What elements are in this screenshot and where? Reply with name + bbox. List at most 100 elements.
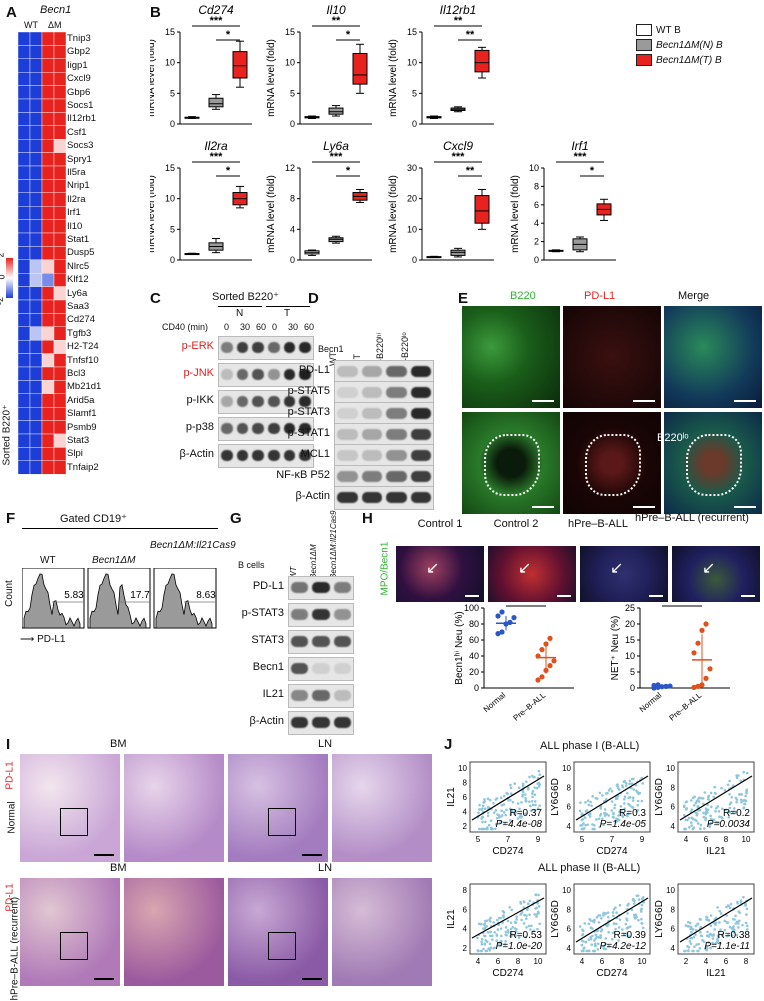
j-xtick: 6 [600, 957, 605, 966]
j-point [637, 918, 640, 922]
j-point [689, 925, 693, 929]
blot-band [291, 717, 309, 728]
heatmap-cell [53, 138, 66, 153]
j-point [632, 899, 636, 902]
g-lane-label: Becn1ΔM [309, 544, 318, 579]
j-point [744, 799, 748, 803]
j-point [500, 814, 503, 818]
blot-band [291, 663, 309, 674]
j-point [509, 798, 512, 802]
boxplot-chart: Il2ra mRNA level (fold) 0 5 10 15 **** [150, 139, 252, 265]
scale-bar [465, 595, 479, 597]
heatmap-cell [29, 232, 43, 247]
j-point [477, 811, 480, 815]
j-point [632, 777, 635, 781]
j-xtick: 6 [724, 957, 729, 966]
panel-i-label: I [6, 736, 11, 753]
i-inset-box [268, 932, 296, 960]
j-point [478, 922, 481, 926]
j-point [599, 930, 603, 933]
j-point [510, 932, 513, 935]
boxplot-title: Ly6a [323, 139, 349, 153]
j-point [688, 921, 692, 925]
scale-bar [734, 400, 756, 402]
j-point [587, 803, 591, 807]
blot-band [410, 429, 431, 440]
j-point [499, 916, 503, 920]
j-point [641, 897, 644, 901]
j-point [621, 814, 624, 818]
sig-star: *** [574, 151, 588, 163]
histogram: 5.83 [22, 568, 85, 629]
h-point [707, 666, 713, 672]
heatmap-cell [41, 246, 55, 260]
j-point [513, 809, 517, 812]
j-point [513, 782, 517, 785]
j-point [537, 769, 541, 773]
j-point [483, 798, 486, 801]
j-point [504, 933, 508, 936]
j-point [491, 934, 494, 938]
heatmap-cell [53, 58, 66, 73]
j-point [524, 917, 528, 920]
j-point [516, 802, 520, 805]
j-point [618, 810, 621, 814]
j-point [744, 921, 748, 925]
j-point [610, 789, 614, 793]
heatmap-cell [29, 138, 43, 153]
j-point [640, 910, 643, 913]
j-point [625, 932, 629, 935]
heatmap-cell [41, 205, 55, 220]
heatmap-cell [29, 98, 43, 113]
j-point [535, 786, 539, 790]
j-point [524, 800, 528, 803]
blot-band [410, 492, 431, 503]
j-point [531, 803, 535, 807]
j-fit-line [471, 775, 545, 821]
j-point [578, 925, 582, 928]
legend-swatch-n [636, 39, 652, 51]
j-point [614, 906, 617, 909]
h-image: ↙ [580, 546, 668, 602]
j-point [625, 918, 629, 922]
heatmap-cell [29, 219, 43, 234]
j-plot: R=0.37P=4.4e-08 CD274 IL21 5 7 9 2 4 6 8 10 [446, 761, 547, 857]
j-point [712, 933, 715, 936]
i-side-pdl1-top: PD-L1 [4, 761, 16, 790]
j-point [712, 795, 716, 799]
j-point [699, 931, 702, 934]
j-point [636, 799, 640, 803]
heatmap-gene-label: Slamf1 [67, 408, 97, 420]
sig-star: ** [466, 165, 475, 177]
blot-row-label: p-p38 [185, 421, 214, 433]
j-point [617, 926, 621, 929]
heatmap-cell [29, 85, 43, 100]
scale-lo: -2 [0, 296, 6, 306]
j-point [505, 808, 508, 812]
sig-star: ** [466, 29, 475, 41]
heatmap-cell [41, 447, 55, 461]
j-ytick: 10 [562, 764, 571, 773]
y-tick-label: 6 [534, 200, 539, 210]
y-tick-label: 0 [290, 119, 295, 129]
blot-band [236, 342, 249, 353]
j-ytick: 8 [463, 886, 468, 895]
j-point [521, 789, 525, 793]
i-ln-top: LN [318, 738, 333, 750]
j-point [601, 794, 604, 797]
j-point [686, 920, 690, 924]
j-point [717, 810, 721, 813]
j-point [695, 819, 698, 823]
blot-band [252, 450, 264, 461]
boxplot-chart: Cd274 mRNA level (fold) 0 5 10 15 **** [150, 3, 252, 129]
group-t-line [266, 306, 310, 307]
legend-wt: WT B [656, 24, 681, 36]
h-point [539, 674, 545, 680]
j-point [597, 914, 600, 917]
j-xtick: 5 [476, 835, 481, 844]
j-point [584, 940, 588, 944]
dotted-region [585, 434, 641, 496]
j-point [594, 933, 598, 937]
